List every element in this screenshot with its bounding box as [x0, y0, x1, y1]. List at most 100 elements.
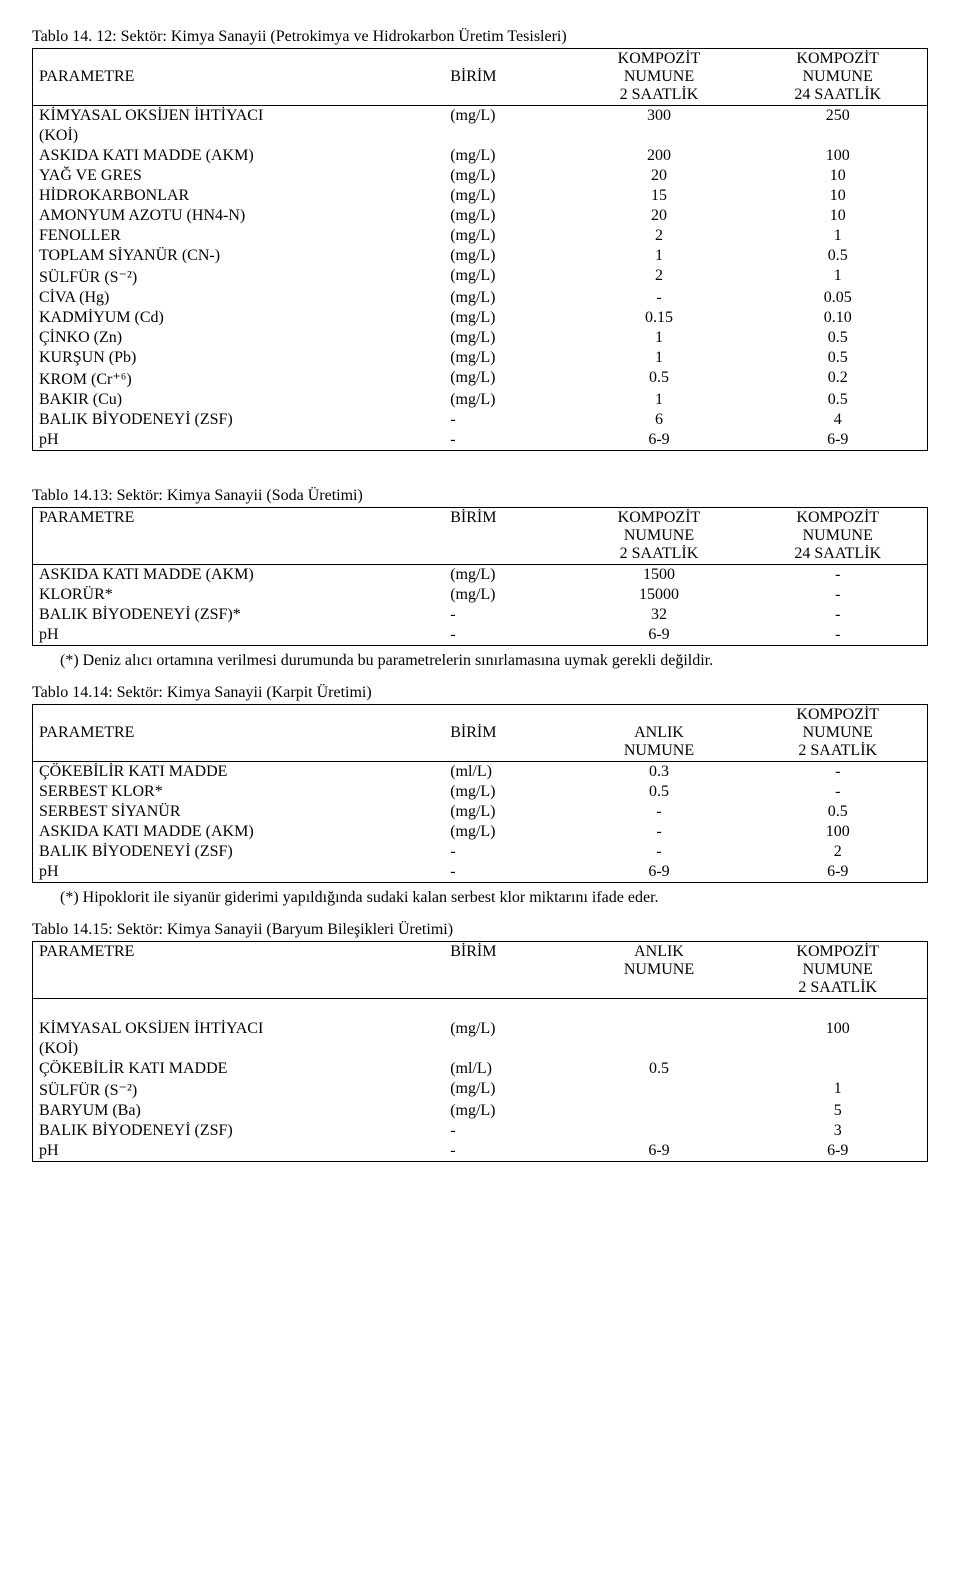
- table-row-v2: 0.5: [748, 390, 927, 410]
- table-row-v1: 0.5: [569, 368, 748, 390]
- table-row-v2: 10: [748, 166, 927, 186]
- table-row-param: KİMYASAL OKSİJEN İHTİYACI: [33, 1019, 445, 1039]
- table-row-unit: (mg/L): [444, 246, 569, 266]
- table-row-unit: -: [444, 842, 569, 862]
- table-row-unit: (ml/L): [444, 762, 569, 783]
- table-row-v1: 32: [569, 605, 748, 625]
- table-row-unit: (mg/L): [444, 348, 569, 368]
- t12-h-c1: KOMPOZİT NUMUNE 2 SAATLİK: [569, 49, 748, 106]
- table-row-unit: (mg/L): [444, 822, 569, 842]
- t13-h-c1c: 2 SAATLİK: [620, 545, 699, 562]
- table-row-v2: 100: [748, 1019, 927, 1039]
- table-row-unit: (mg/L): [444, 226, 569, 246]
- t12-h-unit-text: BİRİM: [450, 68, 496, 85]
- table-row-v1: 6-9: [569, 1141, 748, 1162]
- table-row-unit: (mg/L): [444, 802, 569, 822]
- t15-h-unit: BİRİM: [444, 942, 569, 999]
- t15-h-c1: ANLIK NUMUNE: [569, 942, 748, 999]
- table-row-unit: -: [444, 410, 569, 430]
- table-row-param: (KOİ): [33, 1039, 445, 1059]
- table-row-unit: (mg/L): [444, 565, 569, 586]
- table-row-v2: 6-9: [748, 430, 927, 451]
- table-row-param: YAĞ VE GRES: [33, 166, 445, 186]
- table-row-v1: 6: [569, 410, 748, 430]
- table-row-v2: 250: [748, 106, 927, 127]
- t14-h-unit-text: BİRİM: [450, 724, 496, 741]
- t13-note: (*) Deniz alıcı ortamına verilmesi durum…: [60, 652, 928, 670]
- table-row-v1: 2: [569, 226, 748, 246]
- t15-h-c2a: KOMPOZİT: [796, 943, 879, 960]
- table-row-v1: 200: [569, 146, 748, 166]
- table-row-v1: 20: [569, 206, 748, 226]
- table-row-param: AMONYUM AZOTU (HN4-N): [33, 206, 445, 226]
- t14-h-c2a: KOMPOZİT: [796, 706, 879, 723]
- table-row-param: (KOİ): [33, 126, 445, 146]
- table-row-param: SERBEST KLOR*: [33, 782, 445, 802]
- table-row-v2: 2: [748, 842, 927, 862]
- table-row-v2: 4: [748, 410, 927, 430]
- t12-table: PARAMETRE BİRİM KOMPOZİT NUMUNE 2 SAATLİ…: [32, 48, 928, 451]
- table-row-param: KİMYASAL OKSİJEN İHTİYACI: [33, 106, 445, 127]
- table-row-v2: 6-9: [748, 862, 927, 883]
- table-row-param: BAKIR (Cu): [33, 390, 445, 410]
- table-row-param: BALIK BİYODENEYİ (ZSF)*: [33, 605, 445, 625]
- table-row-v2: 10: [748, 186, 927, 206]
- table-row-param: KLORÜR*: [33, 585, 445, 605]
- table-row-v1: -: [569, 288, 748, 308]
- table-row-v1: 6-9: [569, 430, 748, 451]
- t14-h-c2: KOMPOZİT NUMUNE 2 SAATLİK: [748, 705, 927, 762]
- table-row-v1: 0.15: [569, 308, 748, 328]
- table-row-v1: 15000: [569, 585, 748, 605]
- t12-h-c1b: NUMUNE: [624, 68, 694, 85]
- table-row-v1: [569, 126, 748, 146]
- table-row-v1: -: [569, 822, 748, 842]
- table-row-param: TOPLAM SİYANÜR (CN-): [33, 246, 445, 266]
- table-row-unit: (mg/L): [444, 308, 569, 328]
- table-row-v1: [569, 1039, 748, 1059]
- table-row-param: SERBEST SİYANÜR: [33, 802, 445, 822]
- t14-h-c1b: NUMUNE: [624, 742, 694, 759]
- t15-h-param: PARAMETRE: [33, 942, 445, 999]
- t15-blank-u: [444, 999, 569, 1020]
- t12-h-c2c: 24 SAATLİK: [794, 86, 881, 103]
- table-row-v2: -: [748, 762, 927, 783]
- table-row-unit: (ml/L): [444, 1059, 569, 1079]
- table-row-v2: 0.5: [748, 328, 927, 348]
- table-row-param: SÜLFÜR (S⁻²): [33, 266, 445, 288]
- table-row-v2: -: [748, 625, 927, 646]
- table-row-unit: (mg/L): [444, 206, 569, 226]
- t14-h-unit: BİRİM: [444, 705, 569, 762]
- table-row-param: ÇÖKEBİLİR KATI MADDE: [33, 762, 445, 783]
- table-row-param: ASKIDA KATI MADDE (AKM): [33, 822, 445, 842]
- table-row-v2: 1: [748, 226, 927, 246]
- table-row-unit: -: [444, 862, 569, 883]
- table-row-v2: 1: [748, 266, 927, 288]
- table-row-v2: [748, 1039, 927, 1059]
- t12-h-c2b: NUMUNE: [803, 68, 873, 85]
- table-row-v1: 0.5: [569, 782, 748, 802]
- t15-h-c2c: 2 SAATLİK: [798, 979, 877, 996]
- t14-h-c2c: 2 SAATLİK: [798, 742, 877, 759]
- t15-h-c1a: ANLIK: [634, 943, 684, 960]
- table-row-unit: (mg/L): [444, 585, 569, 605]
- table-row-unit: (mg/L): [444, 782, 569, 802]
- table-row-unit: (mg/L): [444, 146, 569, 166]
- t15-blank-v2: [748, 999, 927, 1020]
- table-row-v2: 3: [748, 1121, 927, 1141]
- table-row-v2: -: [748, 585, 927, 605]
- t14-h-c2b: NUMUNE: [803, 724, 873, 741]
- t14-h-param: PARAMETRE: [33, 705, 445, 762]
- table-row-unit: (mg/L): [444, 1101, 569, 1121]
- t12-h-c2: KOMPOZİT NUMUNE 24 SAATLİK: [748, 49, 927, 106]
- table-row-param: SÜLFÜR (S⁻²): [33, 1079, 445, 1101]
- table-row-v1: 6-9: [569, 862, 748, 883]
- table-row-param: BALIK BİYODENEYİ (ZSF): [33, 1121, 445, 1141]
- table-row-v2: 6-9: [748, 1141, 927, 1162]
- t15-table: PARAMETRE BİRİM ANLIK NUMUNE KOMPOZİT NU…: [32, 941, 928, 1162]
- table-row-v2: 0.2: [748, 368, 927, 390]
- table-row-unit: (mg/L): [444, 390, 569, 410]
- t13-h-c1a: KOMPOZİT: [618, 509, 701, 526]
- t15-h-c2: KOMPOZİT NUMUNE 2 SAATLİK: [748, 942, 927, 999]
- table-row-unit: (mg/L): [444, 328, 569, 348]
- t13-table: PARAMETRE BİRİM KOMPOZİT NUMUNE 2 SAATLİ…: [32, 507, 928, 646]
